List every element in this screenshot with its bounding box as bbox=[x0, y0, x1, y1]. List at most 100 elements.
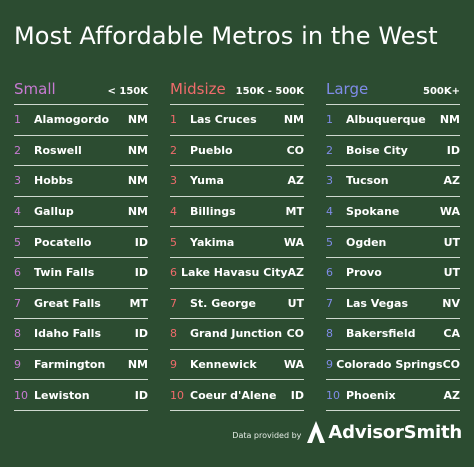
state-code: MT bbox=[285, 205, 304, 219]
state-code: UT bbox=[443, 235, 460, 249]
list-item: 3 Hobbs NM bbox=[14, 166, 148, 197]
list-item: 4 Gallup NM bbox=[14, 197, 148, 228]
rank-number: 4 bbox=[14, 205, 21, 219]
city-name: Spokane bbox=[346, 205, 400, 219]
footer: Data provided by AdvisorSmith bbox=[232, 421, 462, 443]
list-item: 3 Yuma AZ bbox=[170, 166, 304, 197]
list-item: 6 Provo UT bbox=[326, 258, 460, 289]
data-provided-label: Data provided by bbox=[232, 430, 302, 440]
city-name: Coeur d'Alene bbox=[190, 388, 277, 402]
rank-number: 7 bbox=[170, 296, 177, 310]
state-code: NM bbox=[283, 113, 304, 127]
list-item: 4 Spokane WA bbox=[326, 197, 460, 228]
column-small: Small < 150K 1 Alamogordo NM 2 Roswell NM 3 Hob… bbox=[14, 80, 148, 411]
list-item: 2 Boise City ID bbox=[326, 136, 460, 167]
state-code: AZ bbox=[443, 388, 461, 402]
list-item: 8 Idaho Falls ID bbox=[14, 319, 148, 350]
rank-number: 7 bbox=[14, 296, 21, 310]
state-code: AZ bbox=[287, 174, 305, 188]
state-code: AZ bbox=[443, 174, 461, 188]
column-midsize: Midsize 150K - 500K 1 Las Cruces NM 2 Pueblo… bbox=[170, 80, 304, 411]
list-item: 7 St. George UT bbox=[170, 289, 304, 320]
list-item: 5 Yakima WA bbox=[170, 227, 304, 258]
rank-number: 2 bbox=[326, 143, 333, 157]
rank-number: 5 bbox=[170, 235, 177, 249]
city-name: Gallup bbox=[34, 205, 74, 219]
rank-number: 5 bbox=[326, 235, 333, 249]
rank-number: 2 bbox=[14, 143, 21, 157]
city-name: Pueblo bbox=[190, 143, 233, 157]
rank-number: 4 bbox=[170, 205, 177, 219]
city-name: Lake Havasu City bbox=[181, 266, 288, 280]
city-name: Ogden bbox=[346, 235, 387, 249]
state-code: NM bbox=[127, 205, 148, 219]
list-item: 7 Las Vegas NV bbox=[326, 289, 460, 320]
state-code: NM bbox=[127, 358, 148, 372]
state-code: NM bbox=[127, 113, 148, 127]
column-name: Small bbox=[14, 80, 56, 98]
rank-number: 8 bbox=[170, 327, 177, 341]
list-item: 1 Albuquerque NM bbox=[326, 105, 460, 136]
state-code: CO bbox=[286, 143, 304, 157]
list-item: 4 Billings MT bbox=[170, 197, 304, 228]
list-item: 7 Great Falls MT bbox=[14, 289, 148, 320]
column-header: Small < 150K bbox=[14, 80, 148, 105]
list-item: 2 Pueblo CO bbox=[170, 136, 304, 167]
rank-number: 9 bbox=[14, 358, 21, 372]
state-code: ID bbox=[446, 143, 460, 157]
state-code: NM bbox=[127, 174, 148, 188]
column-range: 500K+ bbox=[422, 86, 460, 97]
city-name: Great Falls bbox=[34, 296, 101, 310]
list-item: 1 Las Cruces NM bbox=[170, 105, 304, 136]
rank-number: 8 bbox=[14, 327, 21, 341]
state-code: ID bbox=[134, 327, 148, 341]
state-code: NM bbox=[127, 143, 148, 157]
list-item: 8 Grand Junction CO bbox=[170, 319, 304, 350]
rank-number: 7 bbox=[326, 296, 333, 310]
state-code: UT bbox=[443, 266, 460, 280]
city-name: Phoenix bbox=[346, 388, 396, 402]
column-header: Midsize 150K - 500K bbox=[170, 80, 304, 105]
list-item: 5 Pocatello ID bbox=[14, 227, 148, 258]
state-code: NM bbox=[439, 113, 460, 127]
advisorsmith-logo-icon bbox=[307, 421, 326, 443]
column-header: Large 500K+ bbox=[326, 80, 460, 105]
rank-number: 6 bbox=[326, 266, 333, 280]
list-item: 3 Tucson AZ bbox=[326, 166, 460, 197]
city-name: Tucson bbox=[346, 174, 389, 188]
city-name: Yuma bbox=[190, 174, 224, 188]
page-title: Most Affordable Metros in the West bbox=[14, 22, 438, 50]
city-name: St. George bbox=[190, 296, 256, 310]
column-name: Midsize bbox=[170, 80, 226, 98]
rank-number: 1 bbox=[170, 113, 177, 127]
list-item: 6 Lake Havasu City AZ bbox=[170, 258, 304, 289]
city-name: Farmington bbox=[34, 358, 106, 372]
rank-number: 5 bbox=[14, 235, 21, 249]
city-name: Billings bbox=[190, 205, 236, 219]
rank-number: 8 bbox=[326, 327, 333, 341]
list-item: 9 Farmington NM bbox=[14, 350, 148, 381]
city-name: Pocatello bbox=[34, 235, 92, 249]
city-name: Provo bbox=[346, 266, 382, 280]
rank-number: 10 bbox=[14, 388, 28, 402]
rank-number: 4 bbox=[326, 205, 333, 219]
state-code: UT bbox=[287, 296, 304, 310]
list-item: 6 Twin Falls ID bbox=[14, 258, 148, 289]
city-name: Bakersfield bbox=[346, 327, 416, 341]
state-code: WA bbox=[439, 205, 460, 219]
rank-number: 1 bbox=[326, 113, 333, 127]
city-name: Alamogordo bbox=[34, 113, 110, 127]
list-item: 5 Ogden UT bbox=[326, 227, 460, 258]
rank-number: 10 bbox=[326, 388, 340, 402]
state-code: ID bbox=[290, 388, 304, 402]
city-name: Roswell bbox=[34, 143, 82, 157]
state-code: ID bbox=[134, 235, 148, 249]
state-code: CO bbox=[442, 358, 460, 372]
state-code: NV bbox=[442, 296, 460, 310]
city-name: Boise City bbox=[346, 143, 408, 157]
column-range: < 150K bbox=[107, 86, 148, 97]
list-item: 10 Coeur d'Alene ID bbox=[170, 380, 304, 411]
city-name: Grand Junction bbox=[189, 327, 283, 341]
city-name: Kennewick bbox=[190, 358, 257, 372]
brand-name: AdvisorSmith bbox=[328, 421, 462, 443]
